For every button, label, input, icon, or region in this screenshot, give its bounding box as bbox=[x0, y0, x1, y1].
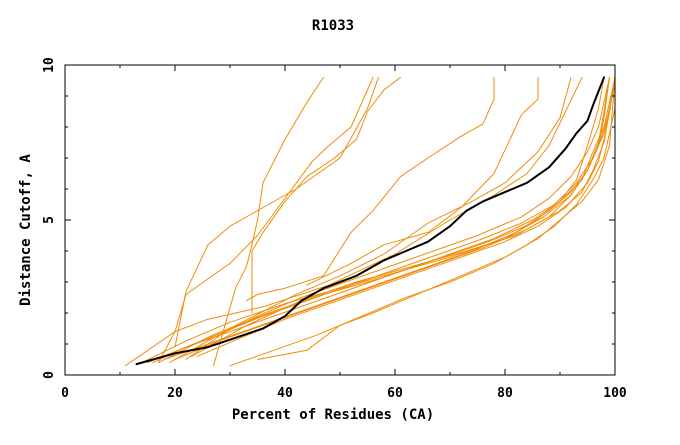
model-series-line bbox=[246, 76, 495, 302]
y-tick-label: 5 bbox=[42, 216, 57, 224]
chart-title: R1033 bbox=[312, 18, 354, 34]
model-series-line bbox=[158, 76, 616, 364]
x-tick-label: 20 bbox=[167, 386, 183, 401]
model-series-line bbox=[174, 76, 379, 348]
x-tick-label: 40 bbox=[277, 386, 293, 401]
y-axis-label: Distance Cutoff, A bbox=[18, 154, 34, 306]
model-series-line bbox=[125, 76, 583, 367]
y-tick-label: 10 bbox=[42, 57, 57, 73]
x-tick-label: 80 bbox=[497, 386, 513, 401]
model-series-line bbox=[196, 76, 616, 357]
model-series-line bbox=[229, 76, 616, 367]
model-series-line bbox=[147, 76, 616, 364]
x-tick-label: 100 bbox=[603, 386, 627, 401]
y-tick-label: 0 bbox=[42, 371, 57, 379]
x-tick-label: 0 bbox=[61, 386, 69, 401]
model-series-line bbox=[163, 76, 610, 360]
model-series-line bbox=[169, 76, 610, 364]
model-series-line bbox=[158, 76, 374, 364]
x-tick-label: 60 bbox=[387, 386, 403, 401]
series-layer bbox=[125, 76, 616, 367]
x-axis-label: Percent of Residues (CA) bbox=[232, 407, 434, 423]
model-series-line bbox=[251, 76, 401, 314]
model-series-line bbox=[185, 76, 572, 360]
ticks-layer: 0 20 40 60 80 100 0 5 10 bbox=[42, 57, 627, 401]
model-series-line bbox=[257, 76, 616, 360]
model-series-line bbox=[306, 76, 539, 286]
model-series-line bbox=[213, 76, 324, 367]
reference-series-line bbox=[135, 76, 605, 366]
